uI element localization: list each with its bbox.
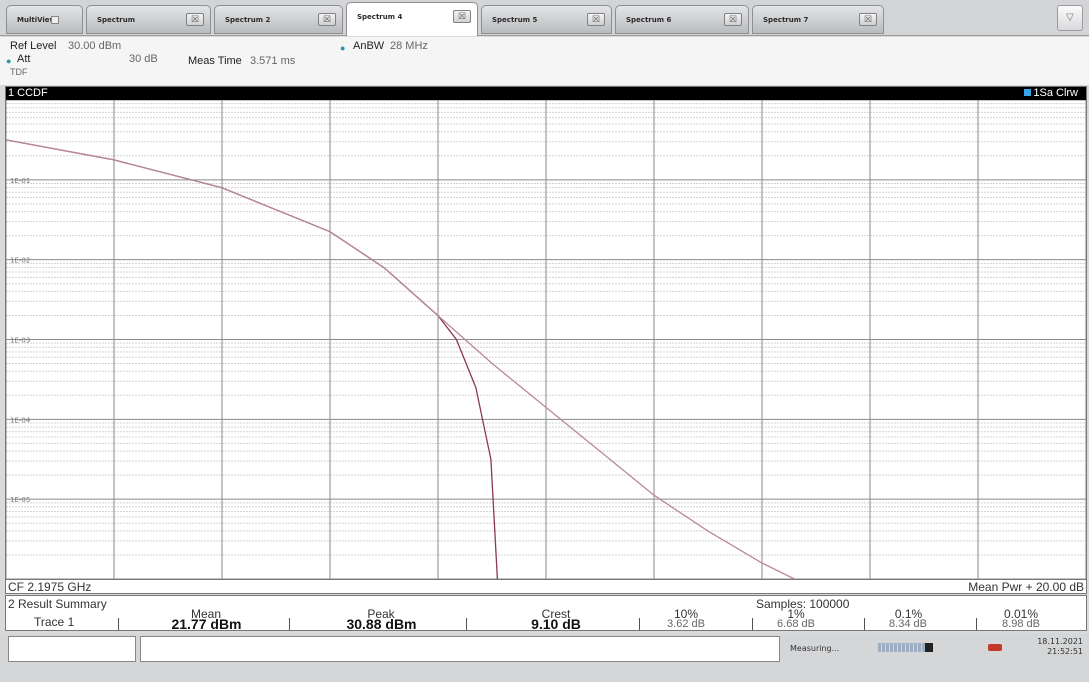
close-icon[interactable]: ☒	[724, 13, 742, 26]
y-tick-label: 1E-03	[10, 337, 30, 345]
att-indicator-icon: ●	[6, 56, 12, 66]
tab-label: Spectrum 6	[626, 16, 672, 24]
ccdf-diagram[interactable]: 1 CCDF 1Sa Clrw 1E-01 1E-02 1E-03 1E-04 1E-0…	[5, 86, 1087, 594]
ccdf-curve	[6, 139, 795, 579]
meas-time-label[interactable]: Meas Time	[188, 55, 242, 67]
center-frequency[interactable]: CF 2.1975 GHz	[8, 580, 92, 594]
result-summary: 2 Result Summary Samples: 100000 Trace 1…	[5, 595, 1087, 632]
trace-label: 1Sa Clrw	[1033, 87, 1078, 99]
trace-indicator[interactable]: 1Sa Clrw	[1024, 87, 1078, 100]
tdf-label: TDF	[10, 67, 28, 77]
tab-multiview[interactable]: MultiView	[6, 5, 83, 34]
measuring-status: Measuring...	[790, 644, 840, 653]
tab-spectrum-4[interactable]: Spectrum 4 ☒	[346, 2, 478, 36]
separator	[289, 618, 290, 630]
separator	[466, 618, 467, 630]
mean-value: 21.77 dBm	[171, 616, 242, 632]
close-icon[interactable]: ☒	[318, 13, 336, 26]
y-tick-label: 1E-01	[10, 177, 30, 185]
p01-value: 8.34 dB	[889, 618, 927, 630]
time: 21:52:51	[1047, 647, 1083, 656]
tab-spectrum-5[interactable]: Spectrum 5 ☒	[481, 5, 612, 34]
p10-value: 3.62 dB	[667, 618, 705, 630]
peak-value: 30.88 dBm	[346, 616, 417, 632]
tab-label: Spectrum 4	[357, 13, 403, 21]
ccdf-curves	[6, 139, 795, 579]
anbw-value[interactable]: 28 MHz	[390, 40, 428, 52]
p1-value: 6.68 dB	[777, 618, 815, 630]
tab-label: Spectrum 2	[225, 16, 271, 24]
p1-label: 1%	[787, 607, 805, 621]
anbw-indicator-icon: ●	[340, 43, 346, 53]
status-field-left[interactable]	[8, 636, 136, 662]
tab-label: MultiView	[17, 16, 57, 24]
status-message-field[interactable]	[140, 636, 780, 662]
att-label[interactable]: Att	[17, 53, 31, 65]
p001-value: 8.98 dB	[1002, 618, 1040, 630]
att-value[interactable]: 30 dB	[129, 53, 158, 65]
status-bar: Measuring... 18.11.2021 21:52:51	[0, 633, 1089, 682]
tab-spectrum-6[interactable]: Spectrum 6 ☒	[615, 5, 749, 34]
measurement-progress-bar	[878, 643, 933, 652]
p001-label: 0.01%	[1003, 607, 1039, 621]
tab-bar: MultiView Spectrum ☒ Spectrum 2 ☒ Spectr…	[0, 0, 1089, 36]
tab-spectrum-2[interactable]: Spectrum 2 ☒	[214, 5, 343, 34]
diagram-title-bar: 1 CCDF 1Sa Clrw	[6, 87, 1086, 100]
network-icon	[988, 644, 1002, 651]
separator	[639, 618, 640, 630]
ref-level-label[interactable]: Ref Level	[10, 40, 57, 52]
separator	[976, 618, 977, 630]
close-icon[interactable]: ☒	[453, 10, 471, 23]
tab-label: Spectrum 5	[492, 16, 538, 24]
ccdf-plot[interactable]: 1E-01 1E-02 1E-03 1E-04 1E-05	[6, 100, 1086, 579]
tab-menu-button[interactable]: ▽	[1057, 5, 1083, 31]
diagram-title: 1 CCDF	[8, 87, 48, 99]
y-tick-label: 1E-04	[10, 416, 31, 424]
close-icon[interactable]: ☒	[859, 13, 877, 26]
y-tick-label: 1E-02	[10, 257, 30, 265]
p01-label: 0.1%	[894, 607, 923, 621]
ccdf-curve	[6, 139, 499, 579]
meas-time-value[interactable]: 3.571 ms	[250, 55, 296, 67]
y-tick-labels: 1E-01 1E-02 1E-03 1E-04 1E-05	[10, 177, 31, 504]
p10-label: 10%	[673, 607, 699, 621]
samples-count: Samples: 100000	[756, 597, 850, 611]
anbw-label[interactable]: AnBW	[353, 40, 385, 52]
tab-spectrum[interactable]: Spectrum ☒	[86, 5, 211, 34]
ref-level-value[interactable]: 30.00 dBm	[68, 40, 122, 52]
mean-power-reference[interactable]: Mean Pwr + 20.00 dB	[968, 580, 1084, 594]
separator	[118, 618, 119, 630]
tab-label: Spectrum 7	[763, 16, 809, 24]
peak-label: Peak	[367, 607, 395, 621]
progress-fill	[924, 643, 933, 652]
measurement-header: Ref Level 30.00 dBm ● Att 30 dB Meas Tim…	[0, 37, 1089, 85]
mean-label: Mean	[190, 607, 222, 621]
diagram-footer: CF 2.1975 GHz Mean Pwr + 20.00 dB	[5, 579, 1087, 594]
crest-value: 9.10 dB	[531, 616, 581, 632]
crest-label: Crest	[541, 607, 571, 621]
tab-spectrum-7[interactable]: Spectrum 7 ☒	[752, 5, 884, 34]
date: 18.11.2021	[1037, 637, 1083, 646]
tab-label: Spectrum	[97, 16, 136, 24]
multiview-icon	[51, 16, 59, 24]
summary-title: 2 Result Summary	[8, 597, 107, 611]
close-icon[interactable]: ☒	[587, 13, 605, 26]
date-time: 18.11.2021 21:52:51	[1037, 637, 1083, 657]
major-grid	[6, 100, 1086, 579]
y-tick-label: 1E-05	[10, 496, 30, 504]
close-icon[interactable]: ☒	[186, 13, 204, 26]
separator	[864, 618, 865, 630]
trace-name: Trace 1	[34, 615, 75, 629]
trace-color-icon	[1024, 89, 1032, 96]
separator	[752, 618, 753, 630]
